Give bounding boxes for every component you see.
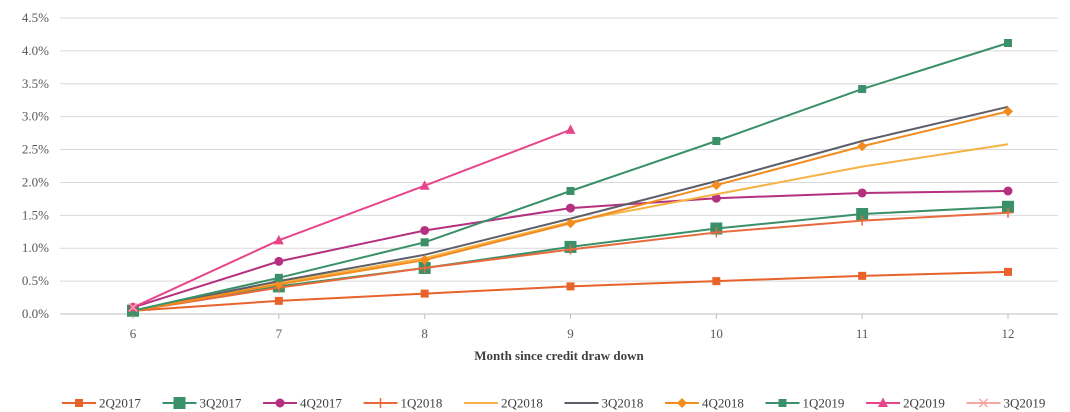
x-tick-label: 8 — [421, 326, 428, 341]
data-point — [565, 218, 576, 229]
legend-label: 3Q2019 — [1004, 396, 1046, 411]
y-tick-label: 4.5% — [22, 10, 49, 25]
data-point — [857, 141, 868, 152]
data-point — [711, 193, 721, 203]
data-point — [274, 273, 283, 282]
y-tick-label: 3.5% — [22, 76, 49, 91]
x-tick-label: 9 — [567, 326, 574, 341]
legend-label: 1Q2019 — [803, 396, 845, 411]
axes: 0.0% 0.5% 1.0% 1.5% 2.0% 2.5% 3.0% 3.5% 4.0% 4.5%… — [22, 10, 1058, 341]
data-point — [274, 296, 283, 305]
y-tick-label: 1.5% — [22, 207, 49, 222]
legend-label: 4Q2018 — [702, 396, 744, 411]
data-point — [420, 225, 430, 235]
legend-swatch-marker — [778, 399, 787, 407]
y-tick-label: 2.0% — [22, 174, 49, 189]
legend-label: 1Q2018 — [401, 396, 443, 411]
legend-item: 2Q2017 — [62, 396, 141, 411]
data-point — [1003, 186, 1013, 196]
y-tick-label: 2.5% — [22, 142, 49, 157]
data-point — [566, 282, 575, 291]
y-tick-label: 3.0% — [22, 109, 49, 124]
legend-label: 3Q2018 — [602, 396, 644, 411]
data-point — [565, 124, 576, 134]
data-point — [274, 256, 284, 266]
data-point — [566, 186, 575, 195]
data-point — [419, 255, 430, 266]
legend-item: 3Q2018 — [564, 396, 644, 411]
data-point — [128, 302, 138, 312]
legend-swatch-marker — [375, 398, 386, 408]
y-tick-label: 1.0% — [22, 240, 49, 255]
data-point — [1004, 267, 1012, 276]
series-4Q2017 — [128, 186, 1013, 312]
legend-label: 3Q2017 — [200, 396, 242, 411]
series-group — [127, 38, 1014, 317]
data-point — [711, 227, 722, 238]
data-point — [1004, 38, 1012, 47]
legend-label: 2Q2019 — [903, 396, 945, 411]
x-tick-label: 11 — [856, 326, 869, 341]
legend-swatch-marker — [75, 399, 83, 407]
data-point — [566, 203, 575, 213]
data-point — [419, 180, 430, 190]
series-line — [132, 270, 1009, 312]
series-3Q2019 — [128, 302, 138, 312]
legend-item: 4Q2017 — [263, 396, 342, 411]
legend-swatch-marker — [275, 398, 285, 408]
series-line — [132, 128, 571, 309]
data-point — [1003, 207, 1013, 218]
y-tick-label: 0.0% — [22, 306, 49, 321]
y-tick-label: 4.0% — [22, 43, 49, 58]
data-point — [712, 137, 721, 146]
legend-swatch-marker — [677, 398, 687, 408]
legend-item: 1Q2019 — [765, 396, 845, 411]
data-point — [857, 188, 867, 198]
legend-swatch-marker — [878, 397, 888, 407]
data-point — [858, 271, 867, 280]
x-axis-title: Month since credit draw down — [474, 348, 644, 363]
data-point — [273, 234, 284, 245]
data-point — [857, 215, 868, 226]
series-line — [132, 42, 1009, 312]
legend-item: 2Q2018 — [464, 396, 543, 411]
data-point — [420, 289, 429, 298]
data-point — [858, 85, 867, 94]
x-tick-label: 6 — [130, 326, 137, 341]
legend-label: 4Q2017 — [300, 396, 342, 411]
legend-item: 3Q2017 — [162, 396, 242, 411]
legend-item: 3Q2019 — [966, 396, 1046, 411]
data-point — [1003, 106, 1013, 117]
data-point — [856, 208, 869, 221]
y-tick-label: 0.5% — [22, 273, 49, 288]
x-tick-label: 12 — [1002, 326, 1015, 341]
x-tick-label: 7 — [276, 326, 283, 341]
legend-swatch-marker — [173, 397, 186, 409]
legend-swatch-marker — [978, 398, 989, 408]
gridlines — [60, 17, 1058, 282]
legend-item: 1Q2018 — [363, 396, 443, 411]
data-point — [565, 244, 576, 255]
legend-label: 2Q2018 — [501, 396, 543, 411]
data-point — [420, 238, 429, 247]
data-point — [273, 279, 284, 290]
legend-label: 2Q2017 — [99, 396, 141, 411]
legend-item: 2Q2019 — [866, 396, 945, 411]
legend: 2Q2017 3Q2017 4Q2017 1Q2018 2Q2018 3Q2018 4Q20… — [62, 396, 1045, 411]
data-point — [1002, 200, 1014, 213]
data-point — [712, 277, 721, 286]
series-1Q2019 — [129, 38, 1012, 315]
data-point — [711, 180, 722, 191]
x-tick-label: 10 — [710, 326, 723, 341]
legend-item: 4Q2018 — [665, 396, 744, 411]
